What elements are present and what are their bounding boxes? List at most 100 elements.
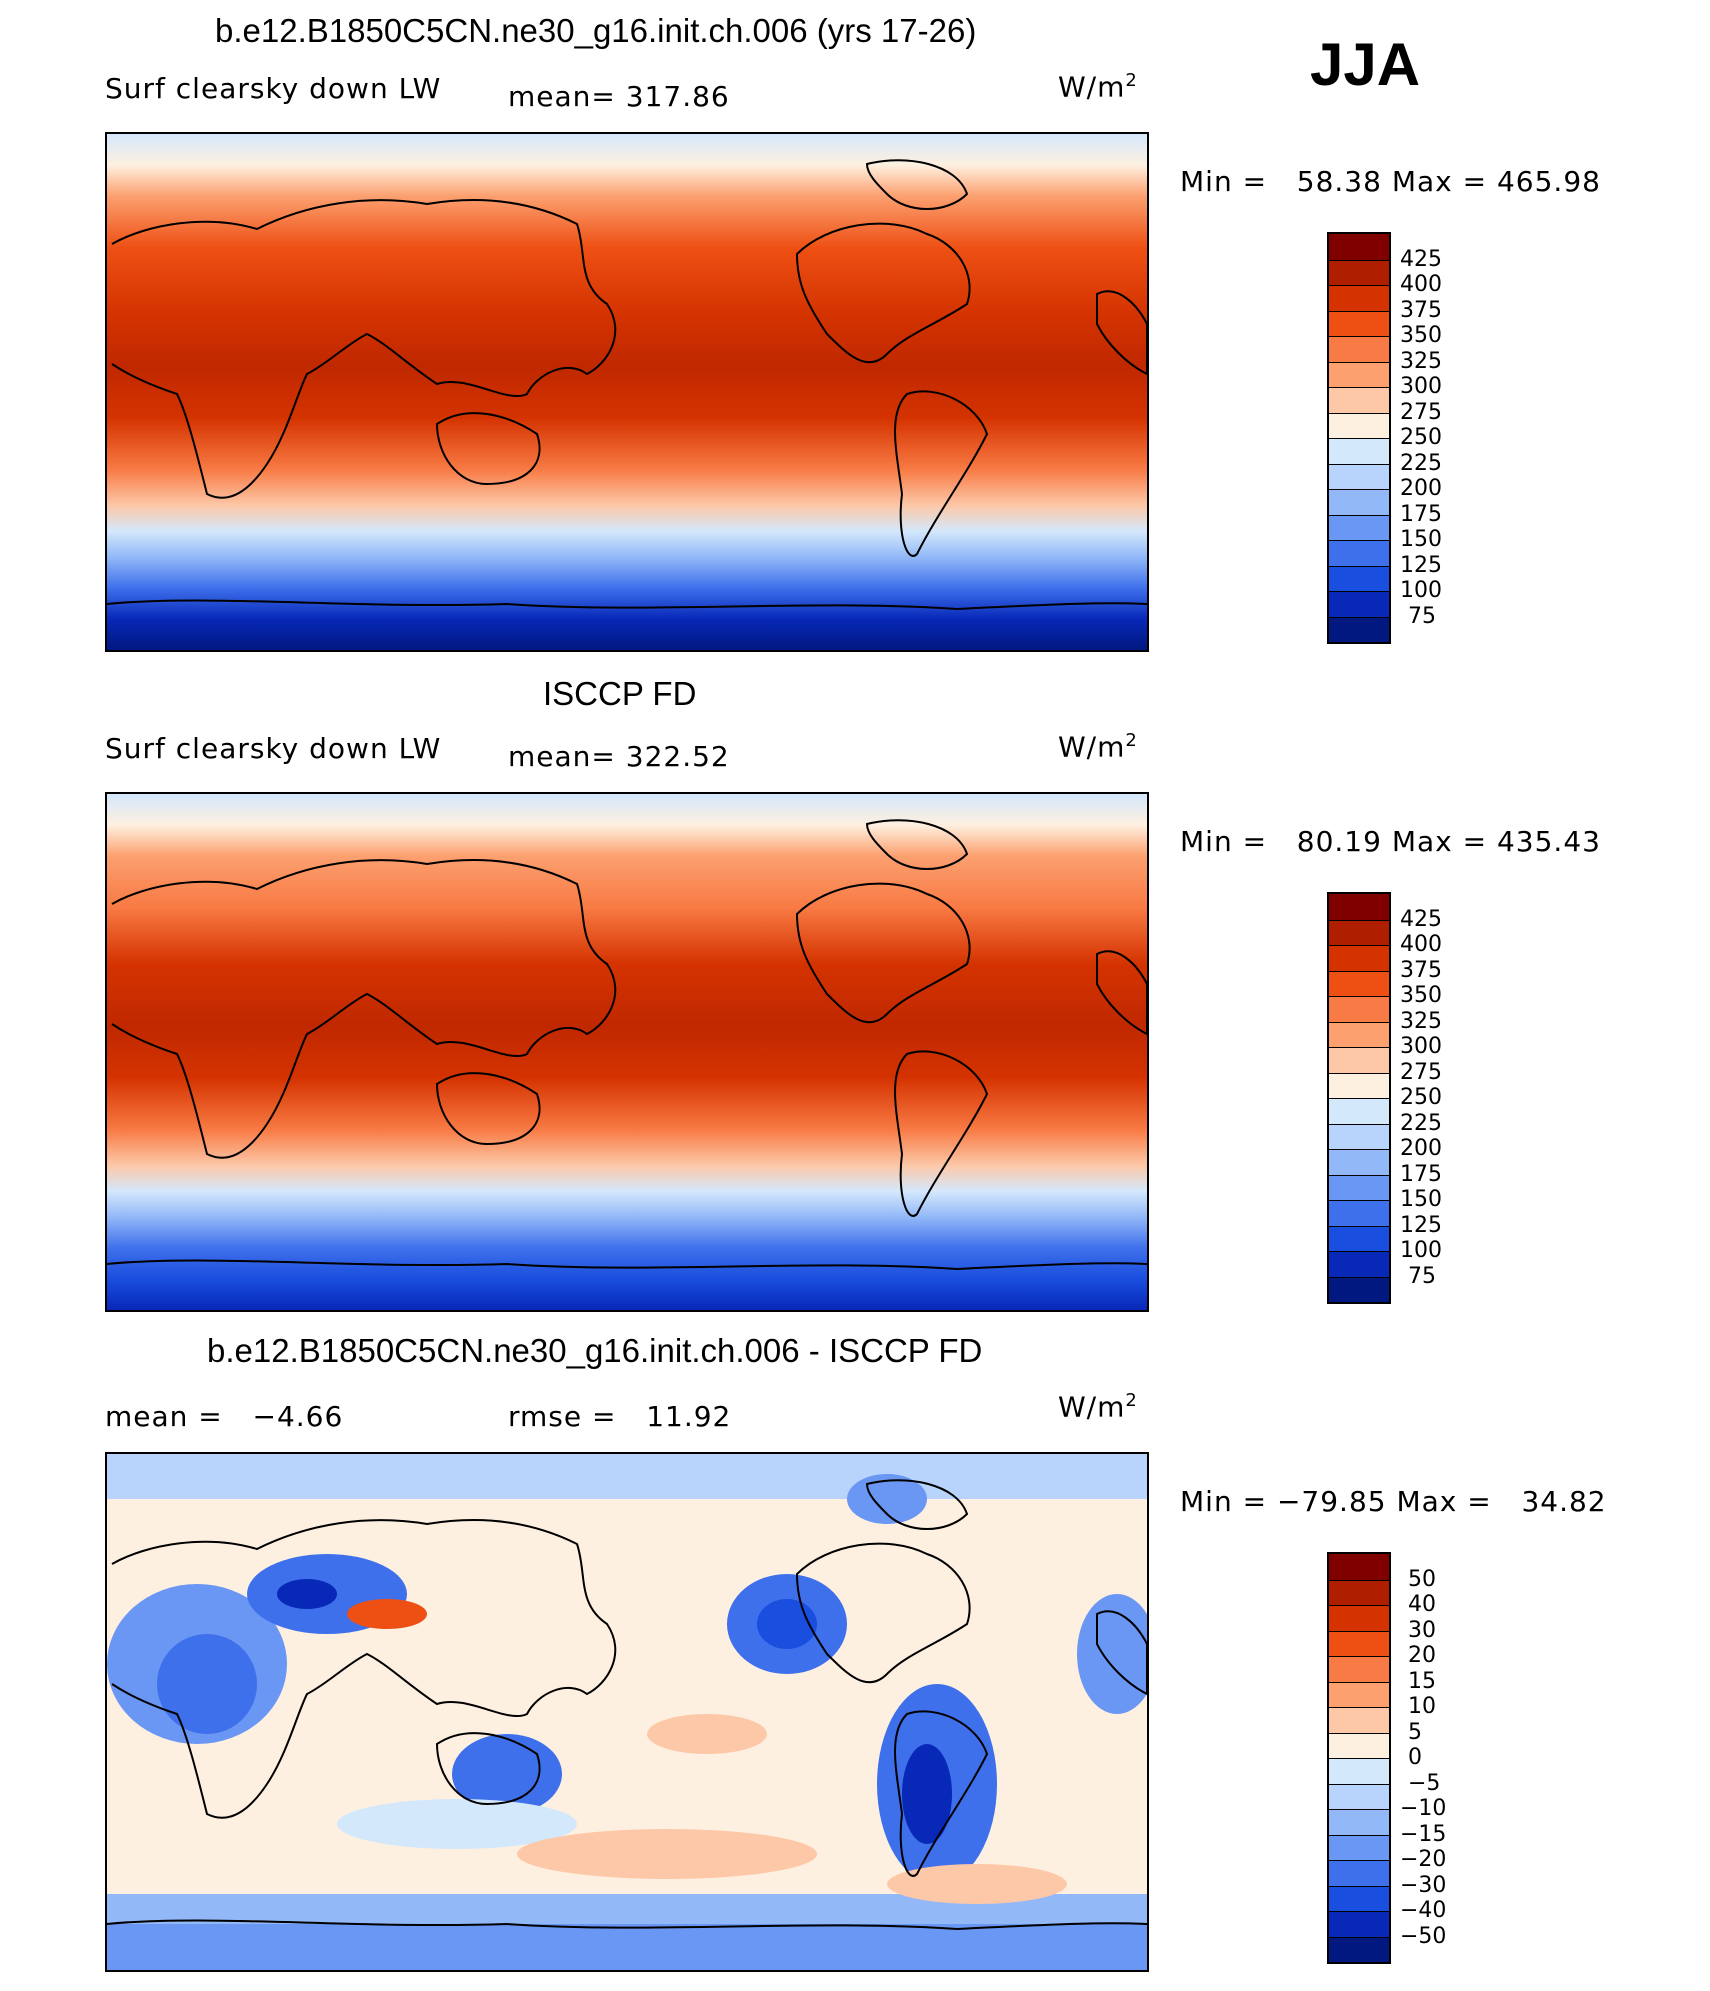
colorbar-tick-label: 100 xyxy=(1400,1238,1442,1263)
colorbar-tick-label: 75 xyxy=(1408,1263,1436,1289)
colorbar-swatch xyxy=(1329,1225,1389,1251)
colorbar-swatch xyxy=(1329,1885,1389,1911)
panel-1-map-svg xyxy=(107,134,1147,650)
colorbar-swatch xyxy=(1329,1605,1389,1631)
panel-3-coastlines xyxy=(107,1479,1147,1931)
colorbar-tick-label: 5 xyxy=(1408,1719,1422,1745)
colorbar-tick-label: 200 xyxy=(1400,476,1442,501)
colorbar-swatch xyxy=(1329,565,1389,591)
colorbar-swatch xyxy=(1329,514,1389,540)
colorbar-swatch xyxy=(1329,489,1389,515)
colorbar-tick-label: 300 xyxy=(1400,1034,1442,1059)
colorbar-swatch xyxy=(1329,591,1389,617)
panel-3-units: W/m2 xyxy=(1058,1390,1138,1424)
colorbar-tick-label: 175 xyxy=(1400,1161,1442,1187)
panel-3-rmse: rmse = 11.92 xyxy=(508,1400,732,1433)
panel-2-map-svg xyxy=(107,794,1147,1310)
colorbar-tick-label: 150 xyxy=(1400,527,1442,552)
panel-1-coastlines xyxy=(107,159,1147,611)
panel-2-map xyxy=(105,792,1149,1312)
colorbar-tick-label: 375 xyxy=(1400,957,1442,983)
colorbar-tick-label: 125 xyxy=(1400,552,1442,578)
colorbar-swatch xyxy=(1329,1072,1389,1098)
panel-2-mean: mean= 322.52 xyxy=(508,740,730,773)
colorbar-swatch xyxy=(1329,259,1389,285)
colorbar-tick-label: 250 xyxy=(1400,425,1442,450)
colorbar-tick-label: 225 xyxy=(1400,450,1442,476)
colorbar-tick-label: 50 xyxy=(1408,1566,1436,1592)
colorbar-tick-label: 350 xyxy=(1400,323,1442,348)
colorbar-swatch xyxy=(1329,285,1389,311)
colorbar-tick-label: −20 xyxy=(1400,1847,1447,1872)
colorbar-swatch xyxy=(1329,463,1389,489)
colorbar-tick-label: 30 xyxy=(1408,1617,1436,1643)
panel-1-minmax: Min = 58.38 Max = 465.98 xyxy=(1180,165,1601,198)
colorbar-swatch xyxy=(1329,1200,1389,1226)
panel-1-colorbar xyxy=(1327,232,1391,644)
colorbar-tick-label: 275 xyxy=(1400,399,1442,425)
colorbar-swatch xyxy=(1329,310,1389,336)
colorbar-swatch xyxy=(1329,1834,1389,1860)
colorbar-swatch xyxy=(1329,894,1389,920)
colorbar-swatch xyxy=(1329,438,1389,464)
colorbar-swatch xyxy=(1329,1732,1389,1758)
colorbar-swatch xyxy=(1329,945,1389,971)
colorbar-swatch xyxy=(1329,387,1389,413)
panel-2-variable: Surf clearsky down LW xyxy=(105,732,442,765)
colorbar-tick-label: 0 xyxy=(1408,1745,1422,1770)
colorbar-swatch xyxy=(1329,336,1389,362)
colorbar-tick-label: 425 xyxy=(1400,246,1442,272)
colorbar-swatch xyxy=(1329,1707,1389,1733)
panel-1-title: b.e12.B1850C5CN.ne30_g16.init.ch.006 (yr… xyxy=(215,12,977,49)
colorbar-swatch xyxy=(1329,1123,1389,1149)
panel-2-units: W/m2 xyxy=(1058,730,1138,764)
colorbar-swatch xyxy=(1329,1554,1389,1580)
colorbar-swatch xyxy=(1329,616,1389,642)
panel-1-mean: mean= 317.86 xyxy=(508,80,730,113)
colorbar-swatch xyxy=(1329,1783,1389,1809)
colorbar-tick-label: 150 xyxy=(1400,1187,1442,1212)
colorbar-swatch xyxy=(1329,1149,1389,1175)
colorbar-swatch xyxy=(1329,1860,1389,1886)
colorbar-tick-label: −50 xyxy=(1400,1923,1447,1949)
colorbar-swatch xyxy=(1329,970,1389,996)
colorbar-swatch xyxy=(1329,1276,1389,1302)
panel-3-map xyxy=(105,1452,1149,1972)
colorbar-tick-label: 40 xyxy=(1408,1592,1436,1617)
colorbar-swatch xyxy=(1329,996,1389,1022)
panel-2-minmax: Min = 80.19 Max = 435.43 xyxy=(1180,825,1601,858)
panel-3-colorbar xyxy=(1327,1552,1391,1964)
colorbar-tick-label: 225 xyxy=(1400,1110,1442,1136)
colorbar-tick-label: −15 xyxy=(1400,1821,1447,1847)
panel-1-map xyxy=(105,132,1149,652)
colorbar-swatch xyxy=(1329,1809,1389,1835)
colorbar-tick-label: 20 xyxy=(1408,1643,1436,1668)
colorbar-swatch xyxy=(1329,1681,1389,1707)
colorbar-tick-label: 10 xyxy=(1408,1694,1436,1719)
colorbar-swatch xyxy=(1329,1911,1389,1937)
colorbar-swatch xyxy=(1329,540,1389,566)
colorbar-tick-label: 325 xyxy=(1400,1008,1442,1034)
colorbar-tick-label: −40 xyxy=(1400,1898,1447,1923)
colorbar-swatch xyxy=(1329,1758,1389,1784)
colorbar-tick-label: 400 xyxy=(1400,932,1442,957)
panel-3-map-svg xyxy=(107,1454,1147,1970)
colorbar-swatch xyxy=(1329,234,1389,260)
colorbar-tick-label: 425 xyxy=(1400,906,1442,932)
colorbar-swatch xyxy=(1329,1021,1389,1047)
colorbar-tick-label: 15 xyxy=(1408,1668,1436,1694)
colorbar-tick-label: −30 xyxy=(1400,1872,1447,1898)
colorbar-tick-label: 325 xyxy=(1400,348,1442,374)
panel-1-variable: Surf clearsky down LW xyxy=(105,72,442,105)
panel-2-field xyxy=(107,794,1147,1310)
colorbar-swatch xyxy=(1329,1174,1389,1200)
colorbar-tick-label: 75 xyxy=(1408,603,1436,629)
colorbar-tick-label: −5 xyxy=(1408,1770,1441,1796)
colorbar-swatch xyxy=(1329,361,1389,387)
panel-2-colorbar xyxy=(1327,892,1391,1304)
colorbar-tick-label: 175 xyxy=(1400,501,1442,527)
colorbar-swatch xyxy=(1329,1936,1389,1962)
colorbar-tick-label: −10 xyxy=(1400,1796,1447,1821)
panel-3-minmax: Min = −79.85 Max = 34.82 xyxy=(1180,1485,1607,1518)
colorbar-swatch xyxy=(1329,1251,1389,1277)
